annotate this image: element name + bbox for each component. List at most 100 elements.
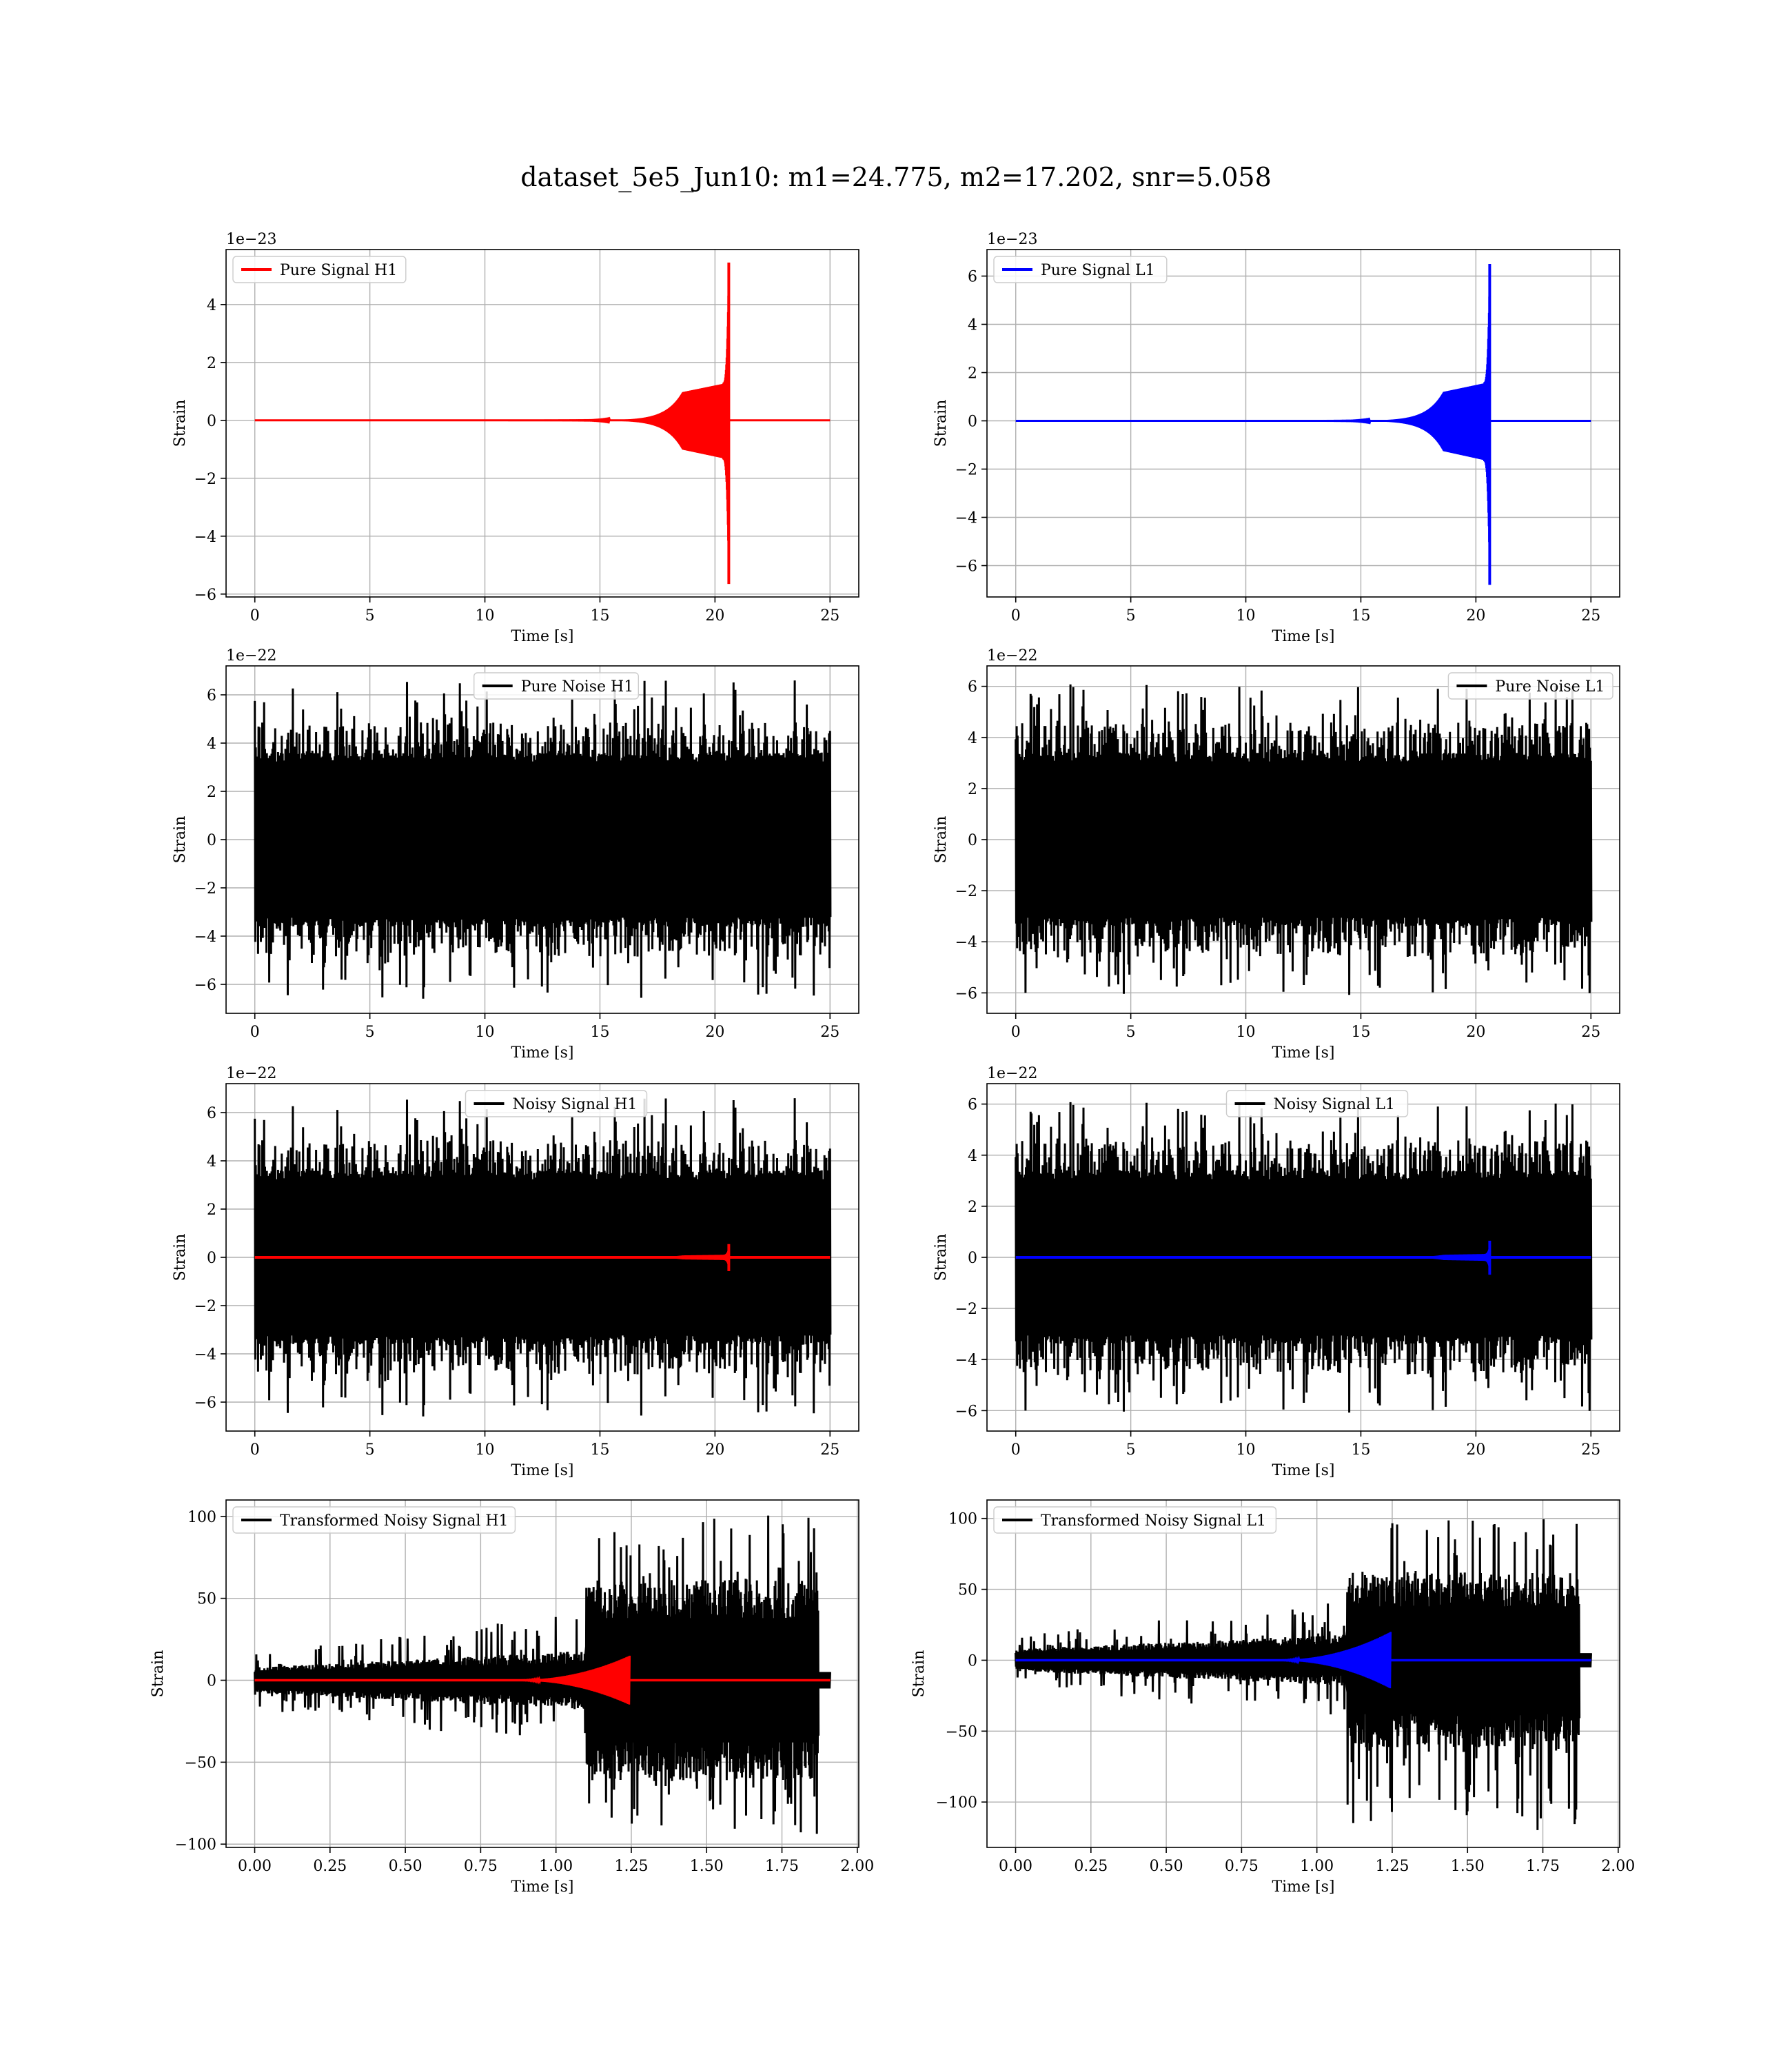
y-axis-label: Strain	[933, 1234, 950, 1281]
x-tick-label: 0	[1011, 1024, 1021, 1041]
axes-frame	[986, 1499, 1620, 1848]
y-tick-label: 0	[207, 1250, 216, 1267]
x-axis-label: Time [s]	[1272, 1878, 1334, 1896]
series-area	[1015, 264, 1591, 585]
subplot-1: 0 5 10 15 20 25 −6 −4 −2 0 2 4 Time [s] Strain 1e−23Pu…	[172, 231, 859, 645]
y-axis-label: Strain	[150, 1650, 167, 1698]
series-area	[254, 1515, 831, 1834]
x-tick-label: 0	[1011, 1441, 1021, 1459]
y-tick-label: 100	[948, 1511, 977, 1528]
legend-box	[232, 256, 407, 283]
legend-label: Noisy Signal H1	[513, 1096, 638, 1113]
y-axis-label: Strain	[172, 816, 189, 864]
y-tick-label: 4	[207, 1153, 216, 1170]
legend-box	[474, 672, 640, 700]
legend-box	[1225, 1090, 1409, 1117]
legend: Pure Signal L1	[993, 256, 1168, 283]
x-tick-label: 10	[476, 1441, 495, 1459]
x-tick-label: 15	[1351, 1024, 1370, 1041]
overlay-chirp	[1272, 1632, 1392, 1689]
offset-text: 1e−22	[987, 1065, 1037, 1082]
x-tick-label: 25	[1581, 607, 1600, 625]
legend-box	[993, 1506, 1277, 1534]
y-tick-label: −4	[955, 1352, 977, 1369]
x-tick-label: 0.25	[1074, 1858, 1108, 1875]
y-tick-label: 0	[968, 1652, 977, 1670]
x-axis-label: Time [s]	[1272, 1044, 1334, 1062]
offset-text: 1e−23	[226, 231, 276, 248]
legend: Noisy Signal H1	[465, 1090, 648, 1117]
subplot-7: 0.00 0.25 0.50 0.75 1.00 1.25 1.50 1.75 2.00 −100…	[150, 1499, 874, 1896]
series-line	[1015, 684, 1593, 995]
x-axis-label: Time [s]	[1272, 628, 1334, 645]
x-tick-label: 15	[1351, 607, 1370, 625]
y-tick-label: −6	[955, 1403, 977, 1420]
legend-label: Noisy Signal L1	[1274, 1096, 1395, 1113]
series-area	[254, 680, 832, 999]
offset-text: 1e−22	[226, 1065, 276, 1082]
y-axis-label: Strain	[933, 400, 950, 447]
y-tick-label: 4	[207, 297, 216, 314]
x-tick-label: 0.00	[999, 1858, 1032, 1875]
x-tick-label: 10	[1236, 607, 1256, 625]
y-tick-label: −50	[946, 1723, 977, 1741]
x-tick-label: 20	[705, 1441, 724, 1459]
series-line	[254, 1515, 831, 1834]
y-tick-label: −4	[194, 1346, 216, 1364]
subplot-2: 0 5 10 15 20 25 −6 −4 −2 0 2 4 6 Time [s] Strain 1e−23P…	[933, 231, 1620, 645]
y-tick-label: 2	[207, 355, 216, 372]
y-tick-label: 0	[207, 832, 216, 849]
x-tick-label: 20	[1466, 1024, 1485, 1041]
axes-frame	[986, 249, 1620, 598]
x-axis-label: Time [s]	[511, 1044, 573, 1062]
y-tick-label: 4	[207, 736, 216, 753]
x-tick-label: 2.00	[1601, 1858, 1635, 1875]
x-tick-label: 10	[476, 607, 495, 625]
x-axis-label: Time [s]	[511, 1462, 573, 1479]
offset-text: 1e−22	[987, 647, 1037, 665]
legend: Transformed Noisy Signal L1	[993, 1506, 1277, 1534]
series-line	[1015, 1519, 1592, 1830]
x-tick-label: 25	[820, 1441, 839, 1459]
x-tick-label: 25	[820, 607, 839, 625]
y-tick-label: 2	[207, 1202, 216, 1219]
y-tick-label: 2	[968, 1199, 977, 1216]
figure-title: dataset_5e5_Jun10: m1=24.775, m2=17.202,…	[520, 162, 1272, 193]
axes-frame	[225, 1499, 859, 1848]
subplot-8: 0.00 0.25 0.50 0.75 1.00 1.25 1.50 1.75 2.00 −100…	[910, 1499, 1635, 1896]
y-tick-label: 0	[207, 413, 216, 430]
y-tick-label: 100	[187, 1509, 216, 1526]
y-tick-label: 6	[207, 1105, 216, 1122]
x-tick-label: 20	[1466, 1441, 1485, 1459]
x-axis-label: Time [s]	[1272, 1462, 1334, 1479]
series-envelope	[1416, 292, 1490, 556]
x-tick-label: 0.00	[238, 1858, 272, 1875]
plot-area	[226, 250, 859, 597]
y-axis-label: Strain	[910, 1650, 928, 1698]
y-tick-label: 2	[968, 365, 977, 383]
y-axis-label: Strain	[933, 816, 950, 864]
x-tick-label: 1.25	[1375, 1858, 1409, 1875]
x-tick-label: 5	[1126, 607, 1136, 625]
axes-frame	[225, 249, 859, 598]
x-tick-label: 0	[250, 1441, 260, 1459]
y-axis-label: Strain	[172, 1234, 189, 1281]
x-tick-label: 0.75	[464, 1858, 498, 1875]
x-axis-label: Time [s]	[511, 628, 573, 645]
legend-box	[232, 1506, 516, 1534]
y-tick-label: 2	[968, 781, 977, 798]
subplot-6: 0 5 10 15 20 25 −6 −4 −2 0 2 4 6 Time [s] Strain 1e−22 N…	[933, 1065, 1620, 1479]
y-tick-label: −6	[194, 1395, 216, 1412]
x-tick-label: 1.75	[765, 1858, 799, 1875]
y-tick-label: 50	[197, 1591, 216, 1608]
x-tick-label: 20	[705, 1024, 724, 1041]
x-tick-label: 0.75	[1225, 1858, 1259, 1875]
y-axis-label: Strain	[172, 400, 189, 447]
y-tick-label: −6	[194, 977, 216, 994]
x-tick-label: 5	[365, 1441, 375, 1459]
series-area	[254, 1098, 832, 1417]
legend-label: Pure Noise L1	[1495, 678, 1605, 696]
series-line	[254, 1098, 832, 1417]
x-tick-label: 2.00	[840, 1858, 874, 1875]
x-tick-label: 15	[1351, 1441, 1370, 1459]
